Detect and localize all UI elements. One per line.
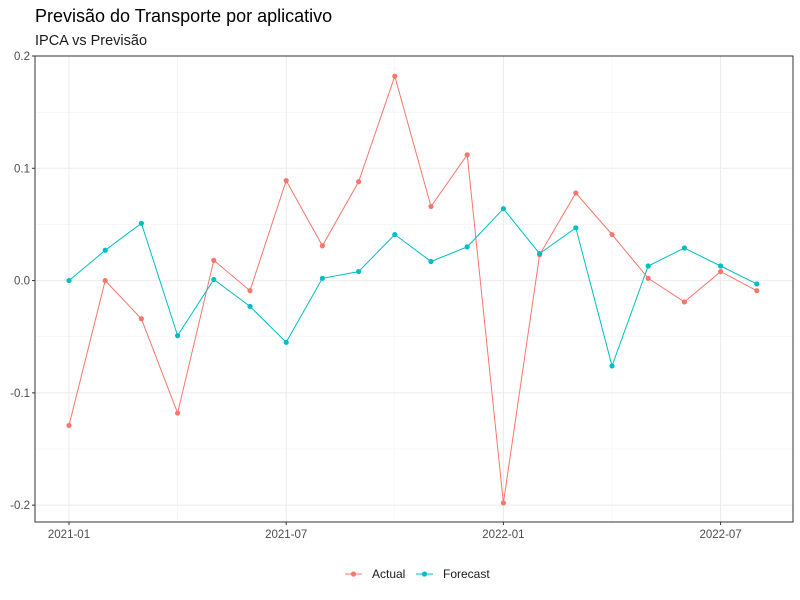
forecast-point — [573, 225, 579, 231]
actual-point — [718, 268, 724, 275]
actual-point — [66, 422, 72, 429]
y-tick-label: 0.0 — [14, 276, 30, 288]
forecast-point — [392, 231, 398, 238]
actual-point — [573, 190, 579, 196]
actual-point — [102, 277, 108, 284]
forecast-point — [356, 268, 362, 275]
y-tick-label: -0.1 — [10, 388, 30, 400]
forecast-point — [754, 281, 760, 287]
forecast-point — [66, 277, 72, 284]
actual-point — [283, 178, 289, 184]
actual-line — [68, 74, 758, 503]
forecast-point — [138, 220, 144, 226]
actual-point — [356, 179, 362, 185]
actual-point — [247, 288, 253, 294]
actual-point — [319, 243, 325, 249]
legend-item-forecast: Forecast — [416, 567, 490, 581]
y-tick-label: -0.2 — [10, 500, 30, 512]
actual-point — [428, 203, 434, 210]
forecast-point — [319, 275, 325, 281]
forecast-point — [645, 263, 651, 269]
chart-subtitle: IPCA vs Previsão — [35, 33, 148, 49]
x-tick-label: 2021-07 — [265, 529, 307, 541]
actual-point — [754, 288, 760, 294]
x-tick-label: 2021-01 — [48, 529, 90, 541]
forecast-point — [500, 206, 506, 212]
forecast-point — [175, 333, 181, 339]
actual-point — [645, 275, 651, 281]
plot-panel — [34, 55, 794, 523]
forecast-point — [283, 339, 289, 345]
y-tick-label: 0.1 — [14, 163, 30, 175]
actual-point — [138, 316, 144, 322]
actual-point — [681, 299, 688, 305]
x-tick-label: 2022-01 — [482, 529, 524, 541]
actual-point — [211, 257, 217, 263]
legend-key-point — [421, 571, 428, 577]
grid-lines — [35, 55, 793, 522]
forecast-point — [537, 251, 543, 257]
chart-title: Previsão do Transporte por aplicativo — [35, 6, 333, 26]
forecast-line — [68, 207, 758, 368]
y-tick-label: 0.2 — [14, 51, 30, 63]
forecast-point — [609, 363, 615, 369]
series-forecast — [66, 206, 760, 369]
forecast-point — [211, 276, 217, 283]
actual-point — [175, 410, 181, 416]
actual-point — [392, 73, 398, 79]
actual-point — [464, 152, 470, 158]
forecast-point — [718, 263, 724, 269]
legend-item-actual: Actual — [345, 567, 405, 581]
legend-label: Forecast — [443, 567, 490, 581]
legend-key-point — [350, 571, 357, 577]
series-actual — [66, 73, 760, 506]
actual-point — [500, 500, 506, 506]
actual-point — [609, 231, 615, 238]
forecast-point — [464, 244, 470, 250]
legend-label: Actual — [372, 567, 405, 581]
x-tick-label: 2022-07 — [699, 529, 741, 541]
forecast-point — [102, 247, 108, 253]
series-layer — [66, 73, 760, 506]
legend: Actual Forecast — [345, 567, 490, 581]
forecast-point — [247, 303, 253, 310]
axis-layer: -0.2 -0.1 0.0 0.1 0.2 2021-01 2021-07 2022-01 20… — [10, 51, 742, 541]
forecast-point — [681, 245, 688, 251]
forecast-point — [428, 258, 434, 265]
